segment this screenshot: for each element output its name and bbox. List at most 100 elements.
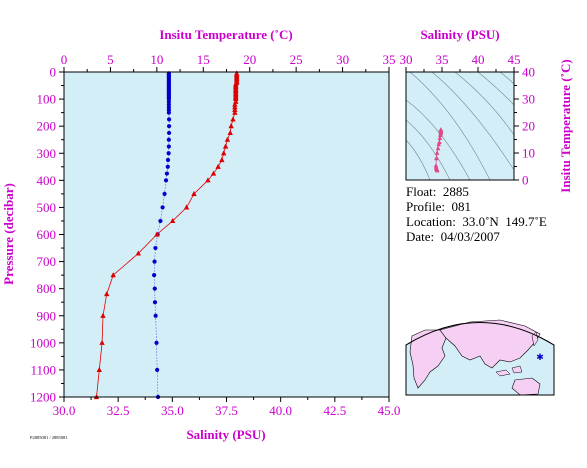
salinity-point bbox=[166, 124, 172, 129]
salinity-point bbox=[163, 178, 169, 183]
temperature-point bbox=[215, 163, 221, 169]
y-tick-label: 0 bbox=[50, 65, 57, 80]
top-axis-title: Insitu Temperature (˚C) bbox=[159, 27, 292, 42]
info-date: Date: 04/03/2007 bbox=[406, 229, 500, 244]
temperature-point bbox=[227, 129, 233, 136]
temperature-point bbox=[191, 190, 197, 196]
top-tick-label: 35 bbox=[383, 52, 396, 67]
ts-point bbox=[436, 141, 442, 147]
temperature-point bbox=[205, 177, 211, 183]
ts-y-tick-label: 30 bbox=[522, 92, 535, 107]
ts-x-tick-label: 45 bbox=[508, 52, 521, 67]
salinity-point bbox=[166, 110, 171, 115]
temperature-point bbox=[210, 170, 217, 176]
y-tick-label: 700 bbox=[37, 254, 57, 269]
salinity-point bbox=[165, 164, 170, 169]
salinity-point bbox=[158, 218, 163, 224]
salinity-point bbox=[166, 144, 171, 149]
ts-point bbox=[438, 132, 443, 137]
footer-code: P2885081 / 2885081 bbox=[30, 435, 68, 440]
salinity-point bbox=[160, 205, 165, 210]
top-tick-label: 30 bbox=[336, 52, 349, 67]
y-tick-label: 1100 bbox=[30, 362, 56, 377]
temperature-point bbox=[96, 366, 102, 373]
top-tick-label: 15 bbox=[197, 52, 210, 67]
ts-y-tick-label: 40 bbox=[522, 65, 535, 80]
info-location: Location: 33.0˚N 149.7˚E bbox=[406, 214, 547, 229]
ts-point bbox=[435, 145, 441, 151]
temperature-point bbox=[104, 291, 110, 297]
x-tick-label: 45.0 bbox=[378, 403, 401, 418]
salinity-line bbox=[153, 73, 170, 398]
temperature-point bbox=[154, 231, 160, 237]
salinity-point bbox=[164, 171, 170, 176]
ts-point bbox=[434, 155, 439, 161]
salinity-point bbox=[154, 340, 159, 345]
ts-plot-area bbox=[405, 71, 515, 181]
salinity-point bbox=[152, 273, 157, 278]
map-land-asia bbox=[439, 319, 541, 369]
top-tick-label: 5 bbox=[107, 52, 114, 67]
float-location-marker: ✱ bbox=[536, 352, 544, 362]
x-axis-title: Salinity (PSU) bbox=[186, 427, 265, 442]
salinity-point bbox=[155, 367, 160, 373]
x-tick-label: 32.5 bbox=[107, 403, 130, 418]
salinity-point bbox=[165, 157, 171, 163]
temperature-point bbox=[169, 217, 176, 224]
y-tick-label: 100 bbox=[37, 92, 57, 107]
temperature-point bbox=[232, 104, 238, 110]
salinity-point bbox=[152, 259, 157, 264]
temperature-point bbox=[232, 101, 238, 107]
profile-chart: 30.0 32.5 35.0 37.5 40.0 42.5 45.0 0 5 10 15 20 25 30… bbox=[1, 27, 400, 442]
temperature-point bbox=[110, 272, 116, 278]
ts-y-tick-label: 0 bbox=[522, 173, 529, 188]
y-tick-label: 1000 bbox=[30, 335, 56, 350]
y-tick-label: 500 bbox=[37, 200, 57, 215]
temperature-point bbox=[230, 116, 236, 122]
salinity-point bbox=[153, 245, 158, 251]
temperature-point bbox=[99, 339, 105, 345]
ts-point bbox=[434, 167, 440, 173]
ts-point bbox=[437, 135, 443, 140]
salinity-point bbox=[166, 130, 172, 136]
info-float: Float: 2885 bbox=[406, 184, 469, 199]
salinity-point bbox=[166, 137, 171, 142]
top-tick-label: 20 bbox=[243, 52, 256, 67]
salinity-point bbox=[152, 286, 157, 291]
temperature-point bbox=[100, 312, 106, 318]
salinity-point bbox=[166, 117, 172, 122]
y-tick-label: 300 bbox=[37, 146, 57, 161]
ts-y-tick-label: 20 bbox=[522, 119, 535, 134]
ts-y-tick-label: 10 bbox=[522, 146, 535, 161]
ts-y-axis-title: Insitu Temperature (˚C) bbox=[558, 59, 573, 192]
ts-x-tick-label: 40 bbox=[472, 52, 485, 67]
salinity-point bbox=[162, 191, 167, 196]
map-land-australia bbox=[511, 377, 541, 396]
y-tick-label: 200 bbox=[37, 119, 57, 134]
temperature-point bbox=[135, 250, 141, 256]
ts-x-tick-label: 35 bbox=[436, 52, 449, 67]
top-tick-label: 0 bbox=[61, 52, 68, 67]
temperature-point bbox=[221, 150, 227, 156]
y-tick-label: 400 bbox=[37, 173, 57, 188]
y-tick-label: 800 bbox=[37, 281, 57, 296]
x-tick-label: 35.0 bbox=[161, 403, 184, 418]
x-tick-label: 42.5 bbox=[323, 403, 346, 418]
temperature-point bbox=[233, 96, 239, 102]
ts-point bbox=[433, 163, 439, 168]
salinity-point bbox=[153, 313, 158, 318]
x-tick-label: 30.0 bbox=[53, 403, 76, 418]
plot-area bbox=[63, 71, 390, 398]
temperature-point bbox=[228, 123, 234, 129]
ts-point bbox=[434, 150, 440, 155]
temperature-point bbox=[224, 136, 231, 142]
salinity-point bbox=[152, 300, 158, 305]
y-tick-label: 600 bbox=[37, 227, 57, 242]
temperature-point bbox=[232, 109, 238, 115]
info-profile: Profile: 081 bbox=[406, 199, 471, 214]
x-tick-label: 40.0 bbox=[269, 403, 292, 418]
y-tick-label: 900 bbox=[37, 308, 57, 323]
x-tick-label: 37.5 bbox=[215, 403, 238, 418]
